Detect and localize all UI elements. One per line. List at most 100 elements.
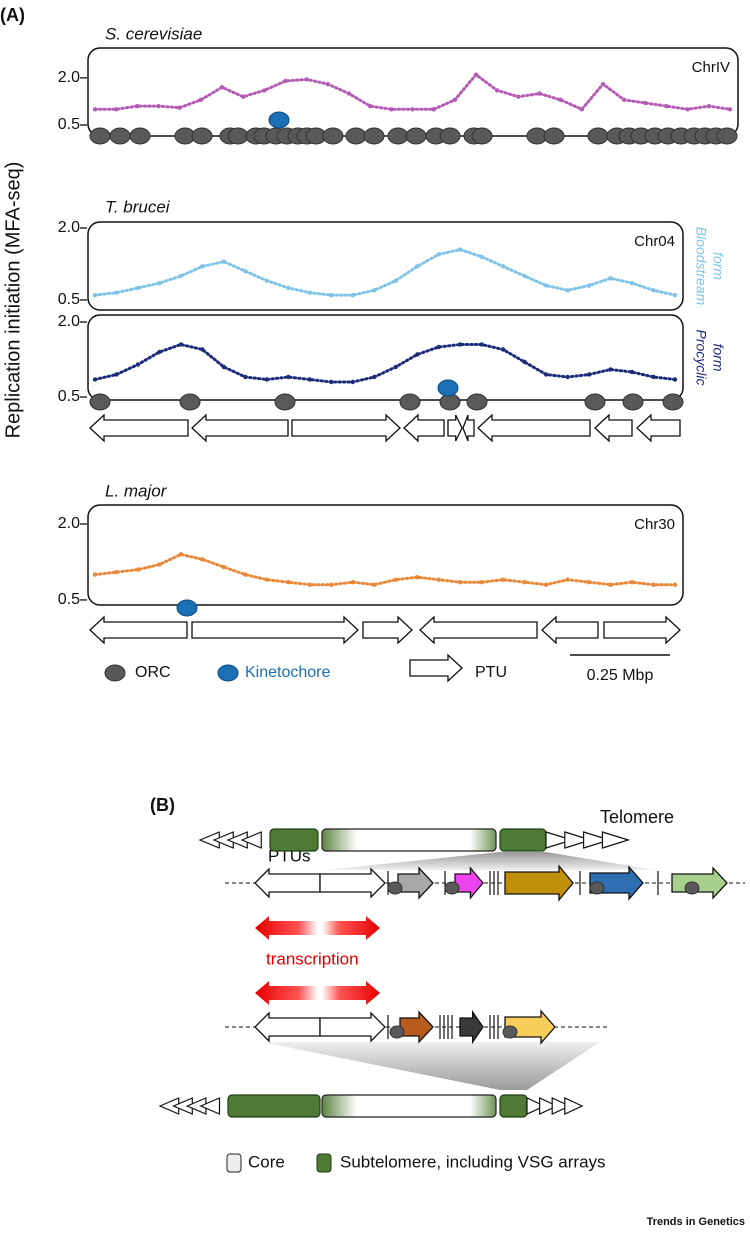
profile-dot — [558, 97, 563, 103]
profile-dot — [307, 290, 313, 295]
profile-dot — [135, 103, 140, 109]
profile-dot — [177, 105, 182, 110]
profile-dot — [500, 347, 506, 352]
orc — [89, 127, 111, 145]
orc — [109, 127, 131, 145]
profile-dot — [727, 107, 733, 112]
legend-core-swatch — [226, 1153, 242, 1173]
profile-line — [93, 342, 677, 384]
orc — [89, 393, 111, 411]
orc — [227, 127, 249, 145]
profile-dot — [114, 372, 119, 377]
profile-dot — [350, 292, 355, 298]
profile-dot — [479, 580, 484, 585]
profile-dot — [114, 569, 119, 575]
profile-line — [93, 248, 677, 297]
profile-dot — [92, 377, 98, 382]
profile-dot — [565, 288, 570, 293]
profile-dot — [262, 88, 267, 93]
arrow — [477, 413, 591, 443]
orc — [589, 881, 605, 895]
arrow — [504, 864, 574, 902]
profile-dot — [350, 379, 355, 385]
panel-label: (B) — [150, 795, 175, 815]
profile-dot — [457, 580, 463, 585]
profile-dot — [565, 577, 570, 582]
organism: S. cerevisiae — [105, 24, 202, 43]
profile-dot — [329, 582, 334, 587]
profile-dot — [664, 103, 669, 109]
chromosome: ChrIV — [692, 59, 730, 76]
profile-dot — [436, 577, 441, 582]
arrow — [419, 615, 538, 645]
profile-dot — [307, 377, 313, 382]
profile-dot — [286, 374, 291, 380]
profile-dot — [500, 264, 506, 269]
arrow — [403, 413, 445, 443]
organism: T. brucei — [105, 197, 171, 216]
transcription-arrow — [255, 981, 318, 1005]
arrow — [254, 867, 321, 899]
profile-dot — [264, 278, 270, 283]
arrow — [636, 413, 681, 443]
legend-orc: ORC — [135, 664, 171, 681]
y-tick-label: 0.5 — [58, 116, 80, 133]
telomere-repeat — [601, 831, 631, 849]
profile-dot — [350, 580, 355, 585]
profile-dot — [651, 582, 656, 587]
profile-dot — [157, 349, 162, 355]
kinetochore — [268, 111, 290, 129]
profile-dot — [651, 374, 656, 380]
profile-dot — [200, 264, 205, 269]
arrow — [191, 413, 289, 443]
y-tick-label: 2.0 — [58, 219, 80, 236]
profile-dot — [537, 91, 542, 96]
subtelomere — [269, 828, 319, 852]
y-axis-label: Replication initiation (MFA-seq) — [2, 162, 24, 439]
orc — [439, 393, 461, 411]
profile-dot — [621, 97, 627, 103]
profile-dot — [243, 572, 248, 577]
orc — [439, 127, 461, 145]
telomere-repeat — [545, 831, 574, 849]
profile-dot — [543, 582, 549, 587]
profile-dot — [436, 344, 441, 350]
profile-dot — [114, 290, 119, 295]
arrow — [459, 1009, 484, 1045]
profile-dot — [329, 292, 334, 298]
profile-dot — [286, 285, 291, 291]
profile-dot — [178, 273, 184, 279]
kinetochore — [437, 379, 459, 397]
profile-dot — [643, 100, 648, 106]
profile-line — [93, 552, 677, 587]
profile-dot — [672, 377, 678, 382]
orc — [274, 393, 296, 411]
profile-dot — [500, 577, 506, 582]
orc — [684, 881, 700, 895]
profile-dot — [135, 567, 141, 572]
profile-dot — [516, 94, 521, 99]
profile-dot — [608, 582, 613, 587]
transcription-arrow — [322, 916, 380, 940]
profile-dot — [629, 280, 635, 286]
core — [321, 828, 497, 852]
profile-dot — [473, 72, 479, 77]
telomere-label: Telomere — [600, 807, 674, 827]
form-label: form — [710, 252, 726, 280]
profile-dot — [586, 372, 592, 377]
arrow — [462, 414, 475, 442]
track-box — [87, 504, 684, 606]
profile-dot — [240, 94, 246, 99]
orc — [405, 127, 427, 145]
arrow — [541, 615, 599, 645]
orc — [345, 127, 367, 145]
telomere-repeat — [564, 1097, 584, 1115]
orc — [104, 664, 126, 682]
profile-dot — [522, 580, 527, 585]
telomere-repeat — [538, 1097, 559, 1115]
telomere-repeat — [564, 831, 593, 849]
orc — [322, 127, 344, 145]
transcription-arrow — [322, 981, 380, 1005]
orc — [466, 393, 488, 411]
